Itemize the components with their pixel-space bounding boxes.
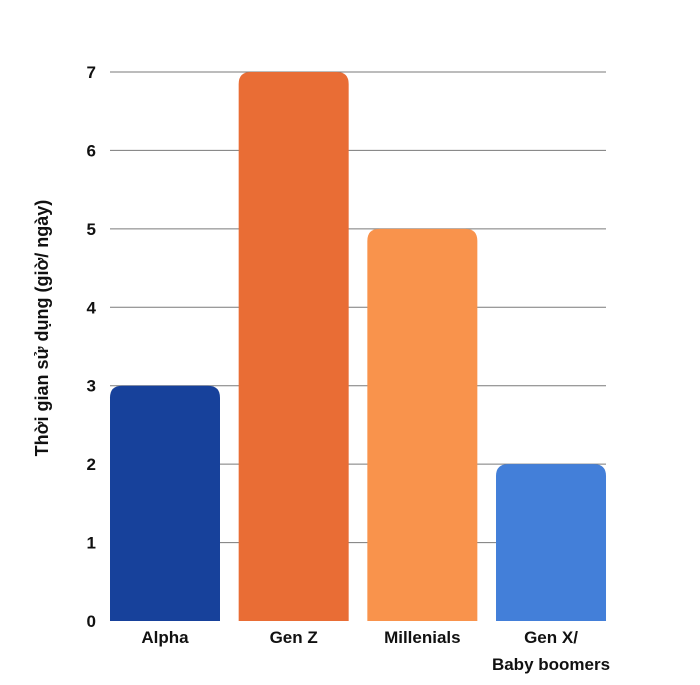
y-tick-label: 7 [87,63,96,82]
bars [110,72,607,621]
x-axis-categories: Alpha Gen Z Millenials Gen X/Baby boomers [141,628,610,674]
x-category-label: Gen Z [270,628,318,647]
x-category-label: Gen X/Baby boomers [492,628,610,674]
y-tick-label: 4 [87,298,97,317]
y-tick-label: 2 [87,455,96,474]
x-category-label: Millenials [384,628,461,647]
y-tick-label: 1 [87,534,96,553]
y-axis-title: Thời gian sử dụng (giờ/ ngày) [32,200,52,457]
y-tick-label: 5 [87,220,96,239]
bar-gen-x [496,464,607,621]
bar-gen-z [238,72,349,621]
bar-millenials [367,228,478,621]
x-category-label: Alpha [141,628,189,647]
y-axis-ticks: 0 1 2 3 4 5 6 7 [87,63,97,631]
bar-alpha [110,385,220,621]
y-tick-label: 3 [87,377,96,396]
y-tick-label: 0 [87,612,96,631]
y-tick-label: 6 [87,141,96,160]
